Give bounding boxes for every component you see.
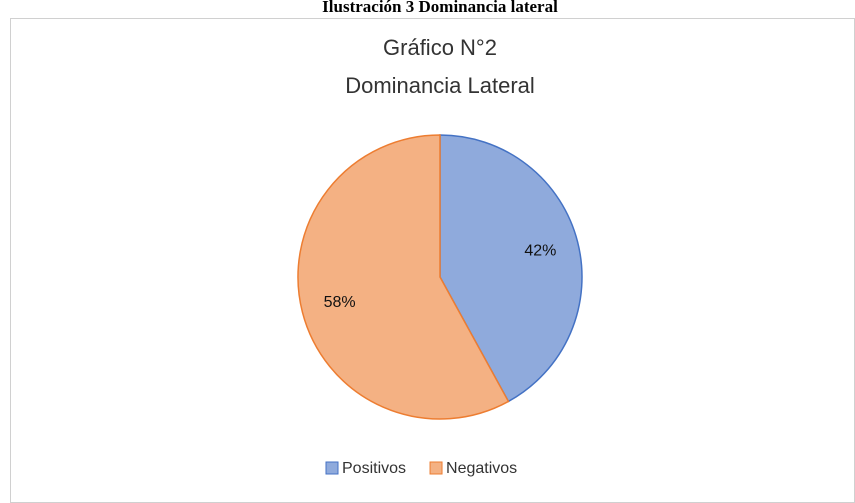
pie-slice: [439, 134, 583, 403]
data-label: 58%: [324, 294, 356, 311]
legend-swatch: [429, 461, 443, 475]
caption: Ilustración 3 Dominancia lateral: [322, 0, 558, 16]
chart-title: Gráfico N°2: [383, 35, 497, 60]
chart-subtitle: Dominancia Lateral: [345, 73, 535, 98]
legend-swatch: [325, 461, 339, 475]
legend-label: Positivos: [342, 460, 406, 477]
legend-label: Negativos: [446, 460, 517, 477]
data-label: 42%: [524, 242, 556, 259]
pie-slice: [297, 134, 510, 420]
